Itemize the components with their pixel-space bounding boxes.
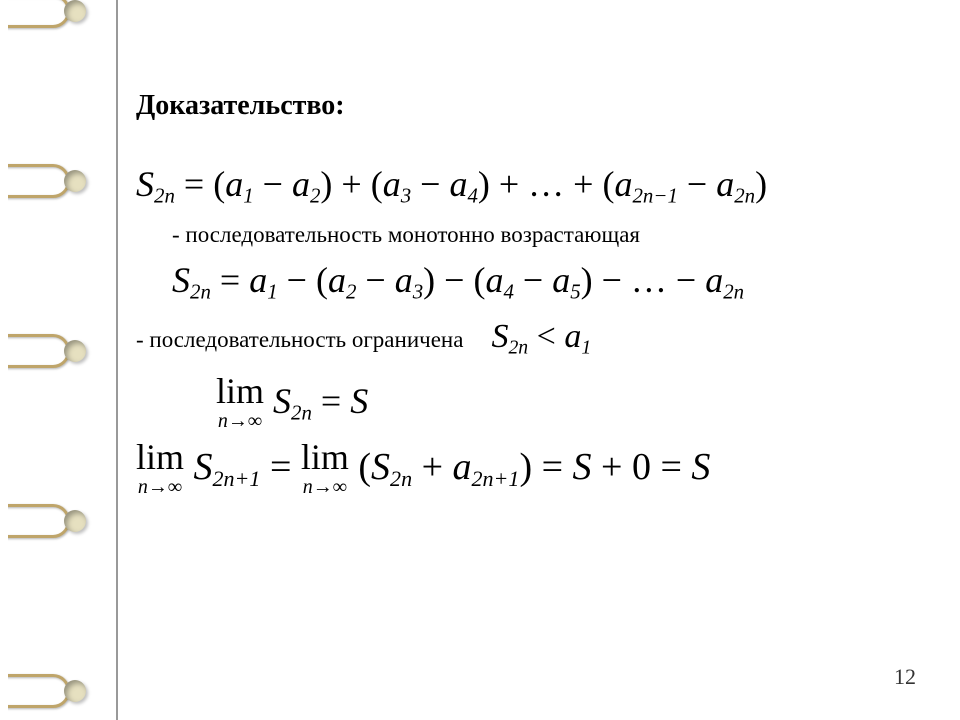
slide: Доказательство: S2n = (a1 − a2) + (a3 − … (0, 0, 960, 720)
equation-limit-odd: limn→∞ S2n+1 = limn→∞ (S2n + a2n+1) = S … (136, 439, 928, 497)
spiral-binding (8, 0, 104, 720)
equation-limit-even: limn→∞ S2n = S (216, 373, 928, 431)
equation-1: S2n = (a1 − a2) + (a3 − a4) + … + (a2n−1… (136, 160, 928, 210)
equation-2: S2n = a1 − (a2 − a3) − (a4 − a5) − … − a… (172, 256, 928, 306)
content: Доказательство: S2n = (a1 − a2) + (a3 − … (136, 90, 928, 505)
note-bounded: последовательность ограничена (149, 327, 463, 352)
note-bounded-row: - последовательность ограничена S2n < a1 (136, 318, 928, 359)
page-margin-rule (116, 0, 118, 720)
page-number: 12 (894, 664, 916, 690)
note-monotone: - последовательность монотонно возрастаю… (172, 222, 928, 248)
section-title: Доказательство: (136, 90, 928, 122)
inequality: S2n < a1 (491, 318, 591, 359)
